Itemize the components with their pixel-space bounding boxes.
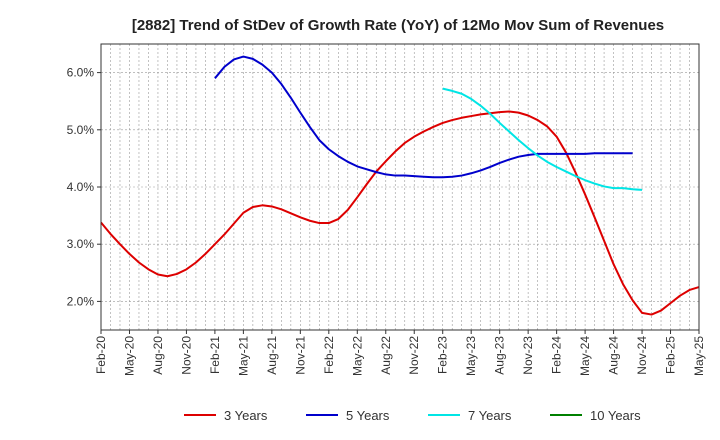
- legend-label-3-years: 3 Years: [224, 408, 268, 423]
- y-tick-label: 2.0%: [67, 294, 95, 308]
- x-tick-label: Feb-22: [322, 336, 336, 374]
- x-tick-label: Aug-23: [493, 336, 507, 375]
- series-lines: [100, 55, 700, 316]
- x-tick-label: Aug-22: [379, 336, 393, 375]
- x-tick-label: Nov-20: [179, 336, 193, 375]
- y-tick-label: 4.0%: [67, 180, 95, 194]
- x-tick-label: Aug-24: [607, 336, 621, 375]
- x-tick-label: Nov-22: [407, 336, 421, 375]
- x-tick-label: Nov-23: [521, 336, 535, 375]
- x-tick-label: May-22: [350, 336, 364, 376]
- legend-label-5-years: 5 Years: [346, 408, 390, 423]
- x-tick-label: Feb-23: [436, 336, 450, 374]
- x-tick-label: May-25: [692, 336, 706, 376]
- x-tick-label: May-20: [122, 336, 136, 376]
- x-tick-label: Aug-20: [151, 336, 165, 375]
- y-tick-label: 6.0%: [67, 66, 95, 80]
- y-tick-label: 3.0%: [67, 237, 95, 251]
- x-tick-label: Aug-21: [265, 336, 279, 375]
- plot-frame: [100, 43, 700, 331]
- legend-label-7-years: 7 Years: [468, 408, 512, 423]
- chart-title: [2882] Trend of StDev of Growth Rate (Yo…: [132, 17, 664, 34]
- series-line-7-years: [442, 87, 643, 191]
- x-axis: Feb-20 May-20 Aug-20 Nov-20 Feb-21 May-21 Aug-…: [94, 330, 706, 376]
- x-tick-label: Feb-21: [208, 336, 222, 374]
- x-tick-label: Feb-25: [664, 336, 678, 374]
- y-axis: 2.0% 3.0% 4.0% 5.0% 6.0%: [67, 66, 101, 308]
- legend-label-10-years: 10 Years: [590, 408, 641, 423]
- x-tick-label: May-24: [578, 336, 592, 376]
- y-tick-label: 5.0%: [67, 123, 95, 137]
- legend: 3 Years 5 Years 7 Years 10 Years: [184, 408, 641, 423]
- x-tick-label: Nov-21: [293, 336, 307, 375]
- series-line-5-years: [214, 55, 633, 179]
- plot-area: [101, 44, 699, 330]
- x-tick-label: May-21: [236, 336, 250, 376]
- x-tick-label: Feb-24: [550, 336, 564, 374]
- x-tick-label: Feb-20: [94, 336, 108, 374]
- series-line-3-years: [100, 110, 700, 316]
- x-tick-label: May-23: [464, 336, 478, 376]
- x-tick-label: Nov-24: [635, 336, 649, 375]
